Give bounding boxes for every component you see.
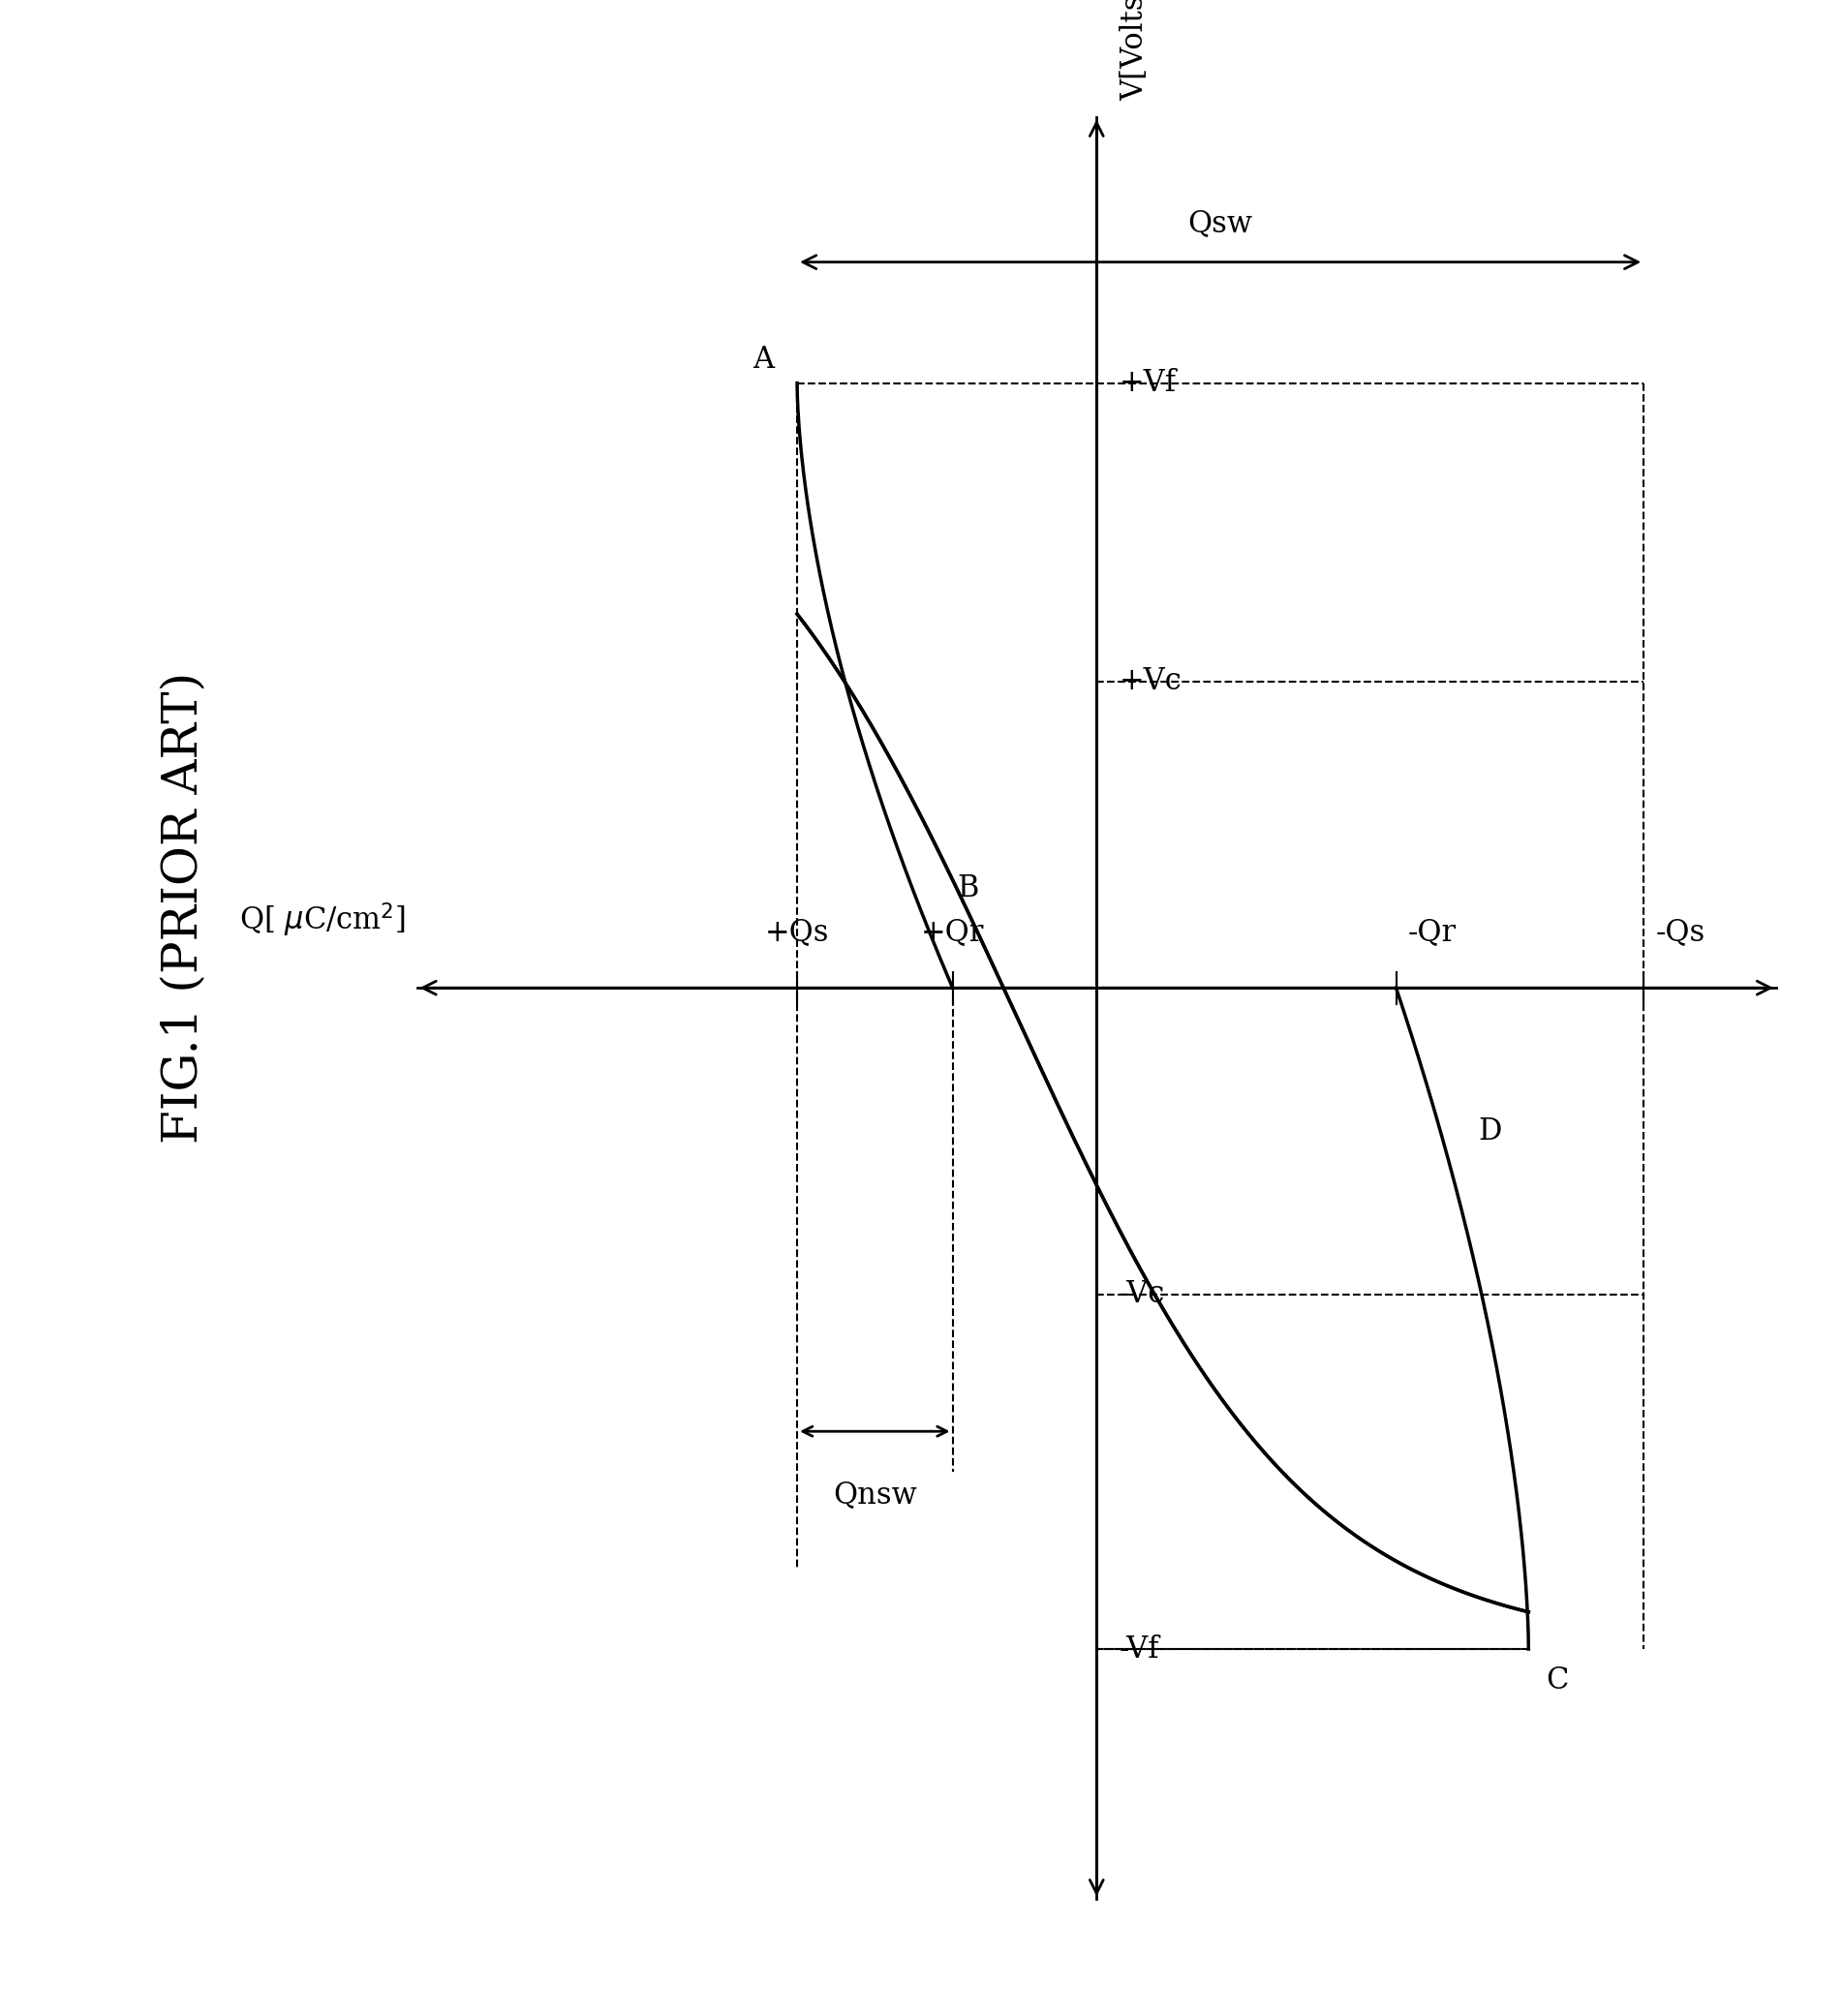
Text: FIG.1 (PRIOR ART): FIG.1 (PRIOR ART) [160,671,208,1143]
Text: V[Volts]: V[Volts] [1119,0,1150,101]
Text: +Qr: +Qr [922,917,984,948]
Text: -Vc: -Vc [1119,1280,1165,1308]
Text: Q[ $\mu$C/cm$^2$]: Q[ $\mu$C/cm$^2$] [240,901,405,939]
Text: Qnsw: Qnsw [833,1480,916,1510]
Text: +Vf: +Vf [1119,369,1178,397]
Text: +Qs: +Qs [765,917,829,948]
Text: -Qr: -Qr [1408,917,1456,948]
Text: A: A [752,345,774,375]
Text: -Qs: -Qs [1655,917,1705,948]
Text: +Vc: +Vc [1119,667,1183,696]
Text: -Vf: -Vf [1119,1635,1159,1663]
Text: Qsw: Qsw [1189,208,1253,238]
Text: D: D [1478,1117,1502,1147]
Text: C: C [1546,1665,1568,1695]
Text: B: B [957,873,979,903]
